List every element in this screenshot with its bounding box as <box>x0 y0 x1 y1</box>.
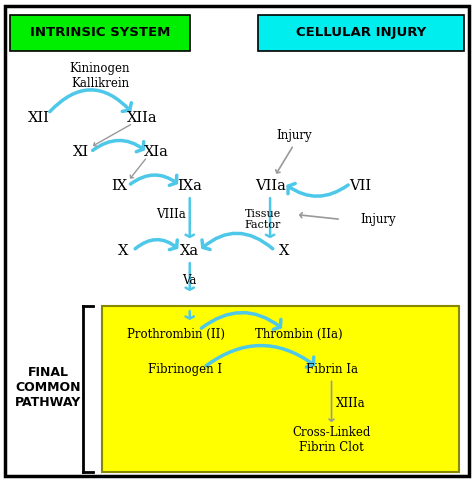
Text: XIa: XIa <box>144 145 169 159</box>
FancyBboxPatch shape <box>102 306 459 472</box>
Text: XIIIa: XIIIa <box>336 397 366 410</box>
FancyBboxPatch shape <box>258 15 464 51</box>
Text: XI: XI <box>73 145 89 159</box>
Text: VIIa: VIIa <box>255 179 285 193</box>
Text: Fibrin Ia: Fibrin Ia <box>306 363 357 376</box>
Text: IXa: IXa <box>177 179 202 193</box>
Text: VIIIa: VIIIa <box>156 208 186 221</box>
Text: Thrombin (IIa): Thrombin (IIa) <box>255 328 342 341</box>
Text: INTRINSIC SYSTEM: INTRINSIC SYSTEM <box>30 27 170 40</box>
FancyBboxPatch shape <box>10 15 190 51</box>
Text: Cross-Linked
Fibrin Clot: Cross-Linked Fibrin Clot <box>292 427 371 455</box>
Text: X: X <box>118 243 129 257</box>
Text: Kallikrein: Kallikrein <box>71 77 129 90</box>
Text: Kininogen: Kininogen <box>70 63 130 76</box>
Text: Prothrombin (II): Prothrombin (II) <box>127 328 225 341</box>
Text: X: X <box>279 243 290 257</box>
Text: Tissue
Factor: Tissue Factor <box>245 209 281 230</box>
Text: XIIa: XIIa <box>127 111 158 125</box>
Text: XII: XII <box>27 111 49 125</box>
Text: Va: Va <box>182 274 197 287</box>
Text: IX: IX <box>111 179 127 193</box>
Text: FINAL
COMMON
PATHWAY: FINAL COMMON PATHWAY <box>15 366 81 409</box>
Text: Xa: Xa <box>180 243 199 257</box>
Text: CELLULAR INJURY: CELLULAR INJURY <box>296 27 427 40</box>
Text: Fibrinogen I: Fibrinogen I <box>148 363 222 376</box>
Text: VII: VII <box>349 179 371 193</box>
Text: Injury: Injury <box>276 129 311 142</box>
Text: Injury: Injury <box>360 213 395 226</box>
